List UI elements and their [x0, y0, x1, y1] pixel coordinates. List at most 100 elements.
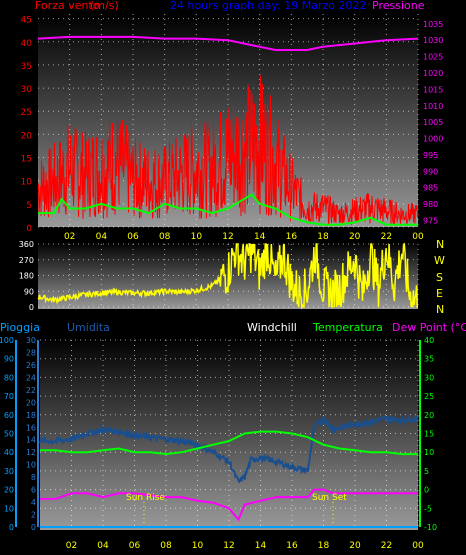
- temperature-tick-label: 40: [424, 336, 434, 345]
- x-tick-label: 14: [255, 541, 267, 551]
- x-tick-label: 00: [412, 541, 424, 551]
- rain-tick-label: 16: [26, 423, 36, 432]
- compass-w: W: [434, 254, 445, 267]
- graph-title: 24 hours graph day: 19 Marzo 2022: [170, 0, 367, 12]
- x-tick-label: 14: [254, 232, 266, 242]
- wind-tick-label: 25: [21, 108, 32, 118]
- wind-tick-label: 35: [21, 62, 32, 72]
- pressure-line: [37, 35, 419, 51]
- pressure-tick-label: 1010: [423, 102, 443, 111]
- x-tick-label: 18: [318, 541, 330, 551]
- pressure-tick-label: 1015: [423, 85, 443, 94]
- direction-tick-label: 180: [19, 272, 34, 281]
- pressure-tick-label: 1025: [423, 53, 443, 62]
- rain-tick-label: 8: [31, 473, 36, 482]
- sunset-label: Sun Set: [312, 493, 347, 503]
- wind-tick-label: 20: [21, 131, 33, 141]
- x-tick-label: 10: [192, 541, 204, 551]
- temperature-label: Temperatura: [312, 321, 383, 334]
- humidity-tick-label: 0: [9, 523, 14, 532]
- wind-tick-label: 15: [21, 155, 32, 165]
- pressure-tick-label: 1005: [423, 118, 443, 127]
- dewpoint-label: Dew Point (°C): [392, 321, 466, 334]
- wind-label: Forza vento: [35, 0, 100, 12]
- sunrise-label: Sun Rise: [126, 493, 165, 503]
- humidity-tick-label: 90: [4, 355, 14, 364]
- compass-n-top: N: [436, 238, 444, 251]
- humidity-tick-label: 80: [4, 373, 14, 382]
- wind-tick-label: 40: [21, 39, 33, 49]
- pressure-tick-label: 1030: [423, 36, 443, 45]
- x-tick-label: 10: [191, 232, 203, 242]
- humidity-tick-label: 10: [4, 504, 14, 513]
- rain-tick-label: 28: [26, 348, 36, 357]
- x-tick-label: 12: [222, 232, 233, 242]
- x-tick-label: 06: [129, 541, 141, 551]
- pressure-tick-label: 985: [423, 184, 438, 193]
- humidity-label: Umidita: [67, 321, 110, 334]
- x-tick-label: 22: [381, 232, 392, 242]
- wind-tick-label: 45: [21, 16, 32, 26]
- humidity-tick-label: 60: [4, 411, 14, 420]
- humidity-tick-label: 40: [4, 448, 14, 457]
- humidity-tick-label: 20: [4, 486, 14, 495]
- rain-tick-label: 2: [31, 511, 36, 520]
- x-tick-label: 16: [286, 232, 298, 242]
- x-tick-label: 16: [286, 541, 298, 551]
- temperature-tick-label: 30: [424, 373, 434, 382]
- temperature-line: [40, 430, 418, 456]
- rain-tick-label: 20: [26, 398, 36, 407]
- rain-tick-label: 22: [26, 386, 36, 395]
- rain-label: Pioggia: [0, 321, 40, 334]
- pressure-tick-label: 980: [423, 200, 438, 209]
- x-tick-label: 18: [317, 232, 329, 242]
- series: [37, 35, 419, 528]
- wind-tick-label: 30: [21, 85, 33, 95]
- compass-n-bottom: N: [436, 303, 444, 316]
- temperature-tick-label: 25: [424, 392, 434, 401]
- temperature-tick-label: 0: [424, 486, 429, 495]
- humidity-tick-label: 100: [0, 336, 14, 345]
- direction-tick-label: 0: [29, 303, 34, 312]
- ticks: 0510152025303540459759809859909951000100…: [0, 16, 443, 551]
- compass-e: E: [436, 287, 443, 300]
- humidity-tick-label: 50: [4, 430, 14, 439]
- rain-tick-label: 12: [26, 448, 36, 457]
- x-tick-label: 04: [96, 232, 108, 242]
- x-tick-label: 20: [349, 232, 361, 242]
- rain-tick-label: 26: [26, 361, 36, 370]
- rain-tick-label: 30: [26, 336, 36, 345]
- humidity-line: [39, 414, 419, 484]
- wind-average-line: [38, 193, 418, 226]
- wind-unit-label: (m/s): [90, 0, 119, 12]
- wind-tick-label: 0: [26, 224, 32, 234]
- x-tick-label: 04: [97, 541, 109, 551]
- windchill-label: Windchill: [247, 321, 297, 334]
- direction-tick-label: 360: [19, 240, 34, 249]
- wind-tick-label: 5: [26, 201, 32, 211]
- humidity-tick-label: 30: [4, 467, 14, 476]
- temperature-tick-label: 10: [424, 448, 434, 457]
- wind-direction-line: [37, 242, 418, 310]
- temperature-tick-label: 5: [424, 467, 429, 476]
- rain-tick-label: 24: [26, 373, 36, 382]
- pressure-tick-label: 1035: [423, 20, 443, 29]
- pressure-tick-label: 1000: [423, 135, 443, 144]
- pressure-tick-label: 975: [423, 216, 438, 225]
- direction-tick-label: 90: [24, 287, 34, 296]
- rain-tick-label: 4: [31, 498, 36, 507]
- x-tick-label: 20: [349, 541, 361, 551]
- pressure-tick-label: 990: [423, 167, 438, 176]
- rain-tick-label: 0: [31, 523, 36, 532]
- wind-speed-line: [37, 75, 419, 226]
- temperature-tick-label: 15: [424, 430, 434, 439]
- direction-tick-label: 270: [19, 256, 34, 265]
- rain-tick-label: 14: [26, 436, 36, 445]
- x-tick-label: 08: [159, 232, 171, 242]
- x-tick-label: 00: [412, 232, 424, 242]
- x-tick-label: 02: [64, 232, 75, 242]
- x-tick-label: 06: [127, 232, 139, 242]
- rain-tick-label: 6: [31, 486, 36, 495]
